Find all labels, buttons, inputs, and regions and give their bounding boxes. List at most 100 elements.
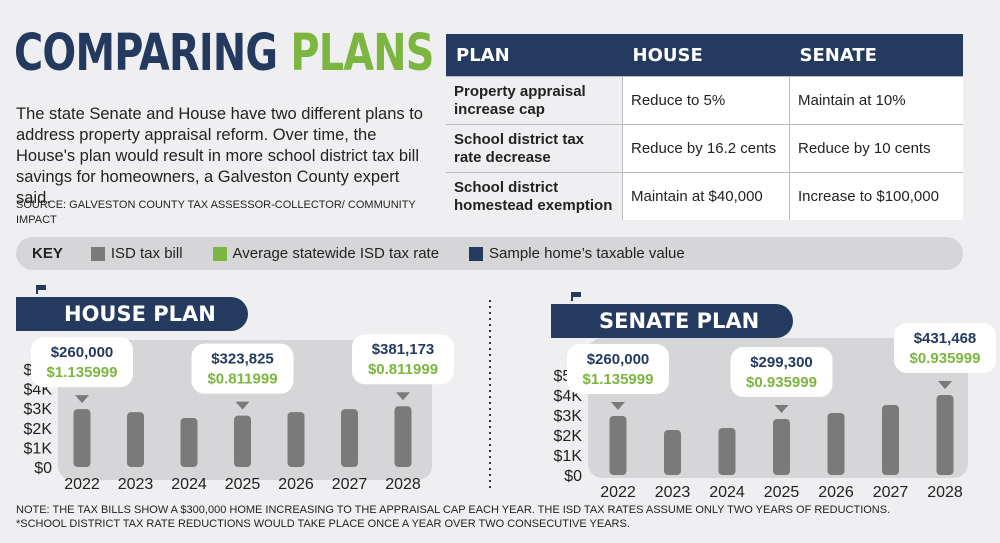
plot-area: [58, 340, 432, 480]
capitol-icon: [18, 285, 56, 330]
x-tick-label: 2022: [600, 484, 636, 500]
tax-rate-label: $1.135999: [583, 371, 654, 388]
x-tick-label: 2026: [818, 484, 854, 500]
bar-2023: [127, 412, 144, 467]
house-cell: Maintain at $40,000: [622, 172, 790, 220]
tax-rate-label: $0.935999: [910, 350, 981, 367]
header-senate: SENATE: [799, 44, 877, 66]
bar-2026: [287, 412, 305, 467]
x-tick-label: 2026: [278, 476, 314, 493]
senate-plan-chart: $0$1K$2K$3K$4K$5K20222023202420252026202…: [554, 323, 996, 500]
header-house: HOUSE: [632, 44, 703, 66]
key-item-tax-bill: ISD tax bill: [90, 245, 183, 262]
bar-2025: [234, 415, 251, 467]
x-tick-label: 2024: [171, 476, 207, 493]
callout-box: [730, 347, 833, 397]
taxable-value-label: $260,000: [51, 344, 114, 361]
taxable-value-label: $299,300: [750, 354, 813, 371]
key-swatch-gray: [90, 246, 105, 261]
x-tick-label: 2028: [385, 476, 421, 493]
capitol-icon: [553, 292, 591, 337]
callout-box: [567, 344, 669, 394]
key-label: ISD tax bill: [110, 245, 183, 262]
key-item-tax-rate: Average statewide ISD tax rate: [212, 245, 440, 262]
key-swatch-green: [212, 246, 227, 261]
bar-2024: [180, 418, 198, 467]
table-row: School district tax rate decrease Reduce…: [446, 124, 963, 173]
bar-2022: [73, 409, 91, 467]
callout-box: [894, 323, 996, 373]
x-tick-label: 2024: [709, 484, 745, 500]
table-row: Property appraisal increase cap Reduce t…: [446, 76, 963, 125]
key-label: Average statewide ISD tax rate: [232, 245, 440, 262]
house-cell: Reduce by 16.2 cents: [622, 124, 790, 173]
y-tick-label: $0: [34, 460, 52, 477]
row-label: School district homestead exemption: [446, 172, 623, 220]
y-tick-label: $2K: [24, 421, 53, 438]
x-tick-label: 2022: [64, 476, 100, 493]
bar-2026: [827, 413, 845, 475]
y-tick-label: $1K: [24, 440, 53, 457]
callout-pointer: [611, 402, 625, 410]
callout-box: [352, 334, 454, 385]
tax-rate-label: $0.811999: [368, 361, 438, 378]
x-tick-label: 2023: [655, 484, 691, 500]
bar-2024: [718, 428, 736, 475]
footnote-line-2: *SCHOOL DISTRICT TAX RATE REDUCTIONS WOU…: [16, 518, 630, 530]
intro-text: The state Senate and House have two diff…: [16, 105, 423, 207]
row-label: School district tax rate decrease: [446, 124, 623, 173]
bar-2023: [664, 430, 681, 475]
bar-2025: [773, 419, 790, 475]
y-tick-label: $2K: [554, 428, 583, 445]
senate-plan-title: SENATE PLAN: [551, 304, 793, 338]
source-text: SOURCE: GALVESTON COUNTY TAX ASSESSOR-CO…: [16, 199, 416, 226]
bar-2027: [341, 409, 358, 467]
callout-pointer: [75, 395, 89, 404]
footnote-line-1: NOTE: THE TAX BILLS SHOW A $300,000 HOME…: [16, 504, 891, 516]
taxable-value-label: $323,825: [211, 351, 274, 368]
callout-pointer: [396, 392, 410, 401]
y-tick-label: $3K: [24, 401, 53, 418]
y-tick-label: $1K: [554, 448, 583, 465]
senate-cell: Reduce by 10 cents: [789, 124, 963, 173]
bar-2022: [609, 416, 627, 475]
callout: $260,000 $1.135999: [31, 337, 133, 404]
y-tick-label: $0: [564, 468, 582, 485]
x-tick-label: 2025: [764, 484, 800, 500]
table-row: School district homestead exemption Main…: [446, 172, 963, 220]
tax-rate-label: $0.935999: [746, 374, 817, 391]
key-title: KEY: [32, 245, 63, 262]
senate-plan-banner-wrap: SENATE PLAN: [551, 292, 793, 338]
title-word-2: PLANS: [290, 24, 434, 83]
house-plan-chart: $0$1K$2K$3K$4K$5K20222023202420252026202…: [24, 334, 454, 493]
title-word-1: COMPARING: [14, 24, 278, 83]
taxable-value-label: $260,000: [587, 351, 650, 368]
senate-cell: Maintain at 10%: [789, 76, 963, 125]
footnote: NOTE: THE TAX BILLS SHOW A $300,000 HOME…: [16, 503, 986, 531]
x-tick-label: 2027: [332, 476, 368, 493]
taxable-value-label: $381,173: [372, 341, 435, 358]
panel-divider: [489, 300, 491, 490]
bar-2028: [394, 406, 412, 467]
callout: $431,468 $0.935999: [894, 323, 996, 389]
y-tick-label: $3K: [554, 408, 583, 425]
bar-2028: [936, 395, 954, 475]
bar-2027: [882, 405, 899, 475]
callout: $299,300 $0.935999: [730, 347, 833, 413]
callout-box: [31, 337, 133, 388]
callout-pointer: [235, 401, 250, 410]
callout-pointer: [938, 381, 952, 389]
chart-key: KEY ISD tax bill Average statewide ISD t…: [16, 237, 963, 270]
callout-pointer: [774, 405, 789, 413]
tax-rate-label: $1.135999: [47, 364, 118, 381]
senate-cell: Increase to $100,000: [789, 172, 963, 220]
callout: $323,825 $0.811999: [191, 343, 294, 410]
callout-box: [191, 343, 294, 394]
page-title: COMPARING PLANS: [14, 28, 434, 79]
house-cell: Reduce to 5%: [622, 76, 790, 125]
taxable-value-label: $431,468: [914, 330, 977, 347]
comparison-table: PLAN HOUSE SENATE Property appraisal inc…: [446, 34, 963, 220]
key-item-taxable-value: Sample home’s taxable value: [469, 245, 685, 262]
callout: $260,000 $1.135999: [567, 344, 669, 410]
key-swatch-navy: [469, 246, 484, 261]
